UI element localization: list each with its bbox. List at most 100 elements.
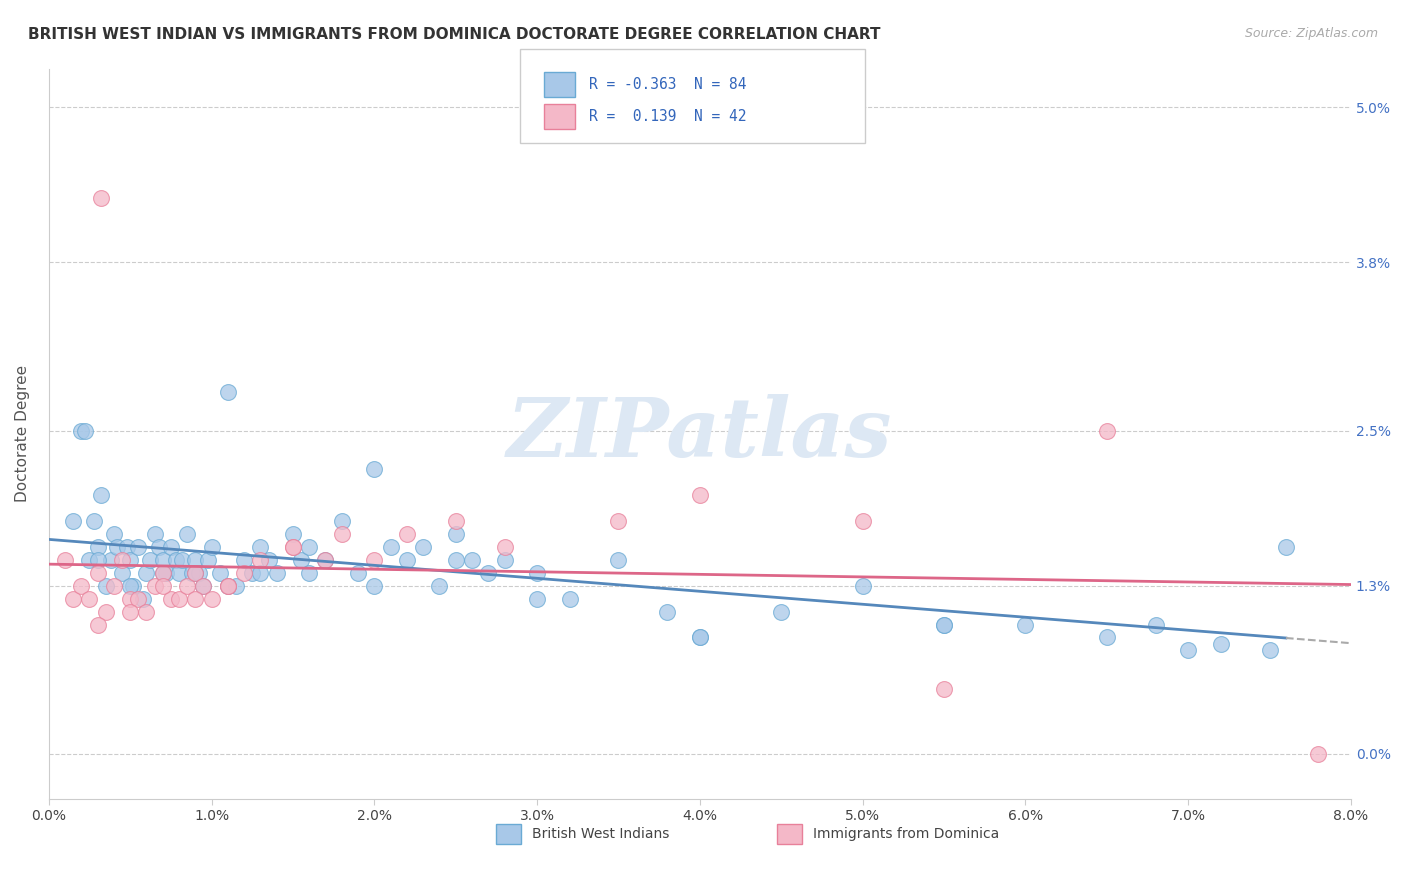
Point xyxy=(444,527,467,541)
Point xyxy=(172,553,194,567)
Point xyxy=(1095,631,1118,645)
Point xyxy=(657,605,679,619)
Point xyxy=(193,579,215,593)
Point xyxy=(86,553,108,567)
Point xyxy=(1258,643,1281,657)
Point xyxy=(477,566,499,580)
Point xyxy=(852,579,875,593)
Point xyxy=(249,540,271,554)
Point xyxy=(395,553,418,567)
Point xyxy=(167,591,190,606)
Point xyxy=(217,384,239,399)
Point xyxy=(94,605,117,619)
Point xyxy=(181,566,204,580)
Point xyxy=(103,527,125,541)
Point xyxy=(689,631,711,645)
Point xyxy=(298,540,321,554)
Point xyxy=(86,566,108,580)
Point xyxy=(94,579,117,593)
Point xyxy=(176,579,198,593)
Point xyxy=(217,579,239,593)
Point xyxy=(217,579,239,593)
Point xyxy=(152,579,174,593)
Point xyxy=(120,605,142,619)
Point xyxy=(1209,637,1232,651)
Point xyxy=(314,553,336,567)
Text: Immigrants from Dominica: Immigrants from Dominica xyxy=(813,827,1000,841)
Point xyxy=(1308,747,1330,761)
Point xyxy=(197,553,219,567)
Point xyxy=(103,579,125,593)
Point xyxy=(444,553,467,567)
Point xyxy=(380,540,402,554)
Point xyxy=(347,566,370,580)
Point xyxy=(135,566,157,580)
Point xyxy=(281,527,304,541)
Point xyxy=(932,617,955,632)
Point xyxy=(73,424,96,438)
Point xyxy=(132,591,155,606)
Point xyxy=(1177,643,1199,657)
Point xyxy=(127,540,149,554)
Point xyxy=(70,579,93,593)
Point xyxy=(233,553,256,567)
Point xyxy=(607,553,630,567)
Point xyxy=(160,540,183,554)
Point xyxy=(148,540,170,554)
Point xyxy=(249,566,271,580)
Point xyxy=(249,553,271,567)
Point xyxy=(165,553,187,567)
Point xyxy=(363,462,385,476)
Point xyxy=(1014,617,1036,632)
Point xyxy=(412,540,434,554)
Point xyxy=(852,514,875,528)
Point xyxy=(62,514,84,528)
Y-axis label: Doctorate Degree: Doctorate Degree xyxy=(15,365,30,502)
Point xyxy=(79,553,101,567)
Point xyxy=(143,579,166,593)
Point xyxy=(330,514,353,528)
Point xyxy=(155,566,177,580)
Text: R = -0.363  N = 84: R = -0.363 N = 84 xyxy=(589,78,747,93)
Point xyxy=(184,553,207,567)
Point xyxy=(90,191,112,205)
Point xyxy=(494,540,516,554)
Point xyxy=(932,682,955,697)
Point xyxy=(100,553,122,567)
Point xyxy=(233,566,256,580)
Point xyxy=(217,579,239,593)
Point xyxy=(120,579,142,593)
Point xyxy=(607,514,630,528)
Point xyxy=(461,553,484,567)
Text: Source: ZipAtlas.com: Source: ZipAtlas.com xyxy=(1244,27,1378,40)
Point xyxy=(86,540,108,554)
Point xyxy=(105,540,128,554)
Point xyxy=(184,591,207,606)
Point xyxy=(1275,540,1298,554)
Point xyxy=(363,579,385,593)
Point xyxy=(90,488,112,502)
Point xyxy=(152,553,174,567)
Point xyxy=(200,540,222,554)
Point xyxy=(1144,617,1167,632)
Point xyxy=(120,553,142,567)
Point xyxy=(363,553,385,567)
Point xyxy=(184,566,207,580)
Point xyxy=(225,579,247,593)
Text: British West Indians: British West Indians xyxy=(531,827,669,841)
Point xyxy=(62,591,84,606)
Point xyxy=(152,566,174,580)
Point xyxy=(83,514,105,528)
Point xyxy=(298,566,321,580)
Point xyxy=(689,488,711,502)
Point xyxy=(143,527,166,541)
Point xyxy=(135,605,157,619)
Point xyxy=(558,591,581,606)
Point xyxy=(111,553,134,567)
Point xyxy=(689,631,711,645)
Point xyxy=(86,617,108,632)
Text: ZIPatlas: ZIPatlas xyxy=(508,393,893,474)
Point xyxy=(122,579,145,593)
Point xyxy=(176,527,198,541)
Point xyxy=(330,527,353,541)
